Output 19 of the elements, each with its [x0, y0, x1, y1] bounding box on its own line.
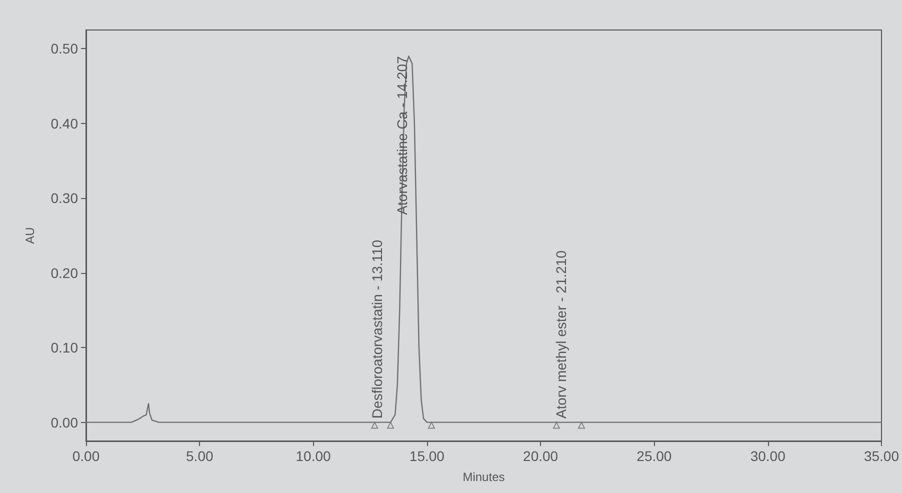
- x-tick-label: 35.00: [864, 448, 900, 464]
- y-tick-label: 0.10: [50, 340, 78, 356]
- y-tick-label: 0.30: [50, 190, 78, 206]
- x-tick-label: 20.00: [523, 448, 558, 464]
- x-tick-label: 25.00: [636, 448, 672, 464]
- x-axis-title: Minutes: [462, 470, 505, 484]
- y-axis-title: AU: [23, 227, 37, 244]
- annotation: Desfloroatorvastatin - 13.110: [368, 240, 385, 419]
- x-tick-label: 0.00: [72, 448, 100, 464]
- y-tick-label: 0.20: [50, 264, 78, 281]
- y-tick-label: 0.40: [50, 115, 78, 132]
- x-tick-label: 10.00: [296, 448, 332, 464]
- annotation: Atorv methyl ester - 21.210: [553, 250, 570, 419]
- x-tick-label: 5.00: [186, 448, 214, 464]
- y-tick-label: 0.50: [50, 40, 78, 57]
- y-tick-label: 0.00: [50, 414, 78, 430]
- annotation: Atorvastatine Ca - 14.207: [394, 56, 410, 215]
- x-tick-label: 30.00: [750, 448, 786, 464]
- x-tick-label: 15.00: [409, 448, 445, 464]
